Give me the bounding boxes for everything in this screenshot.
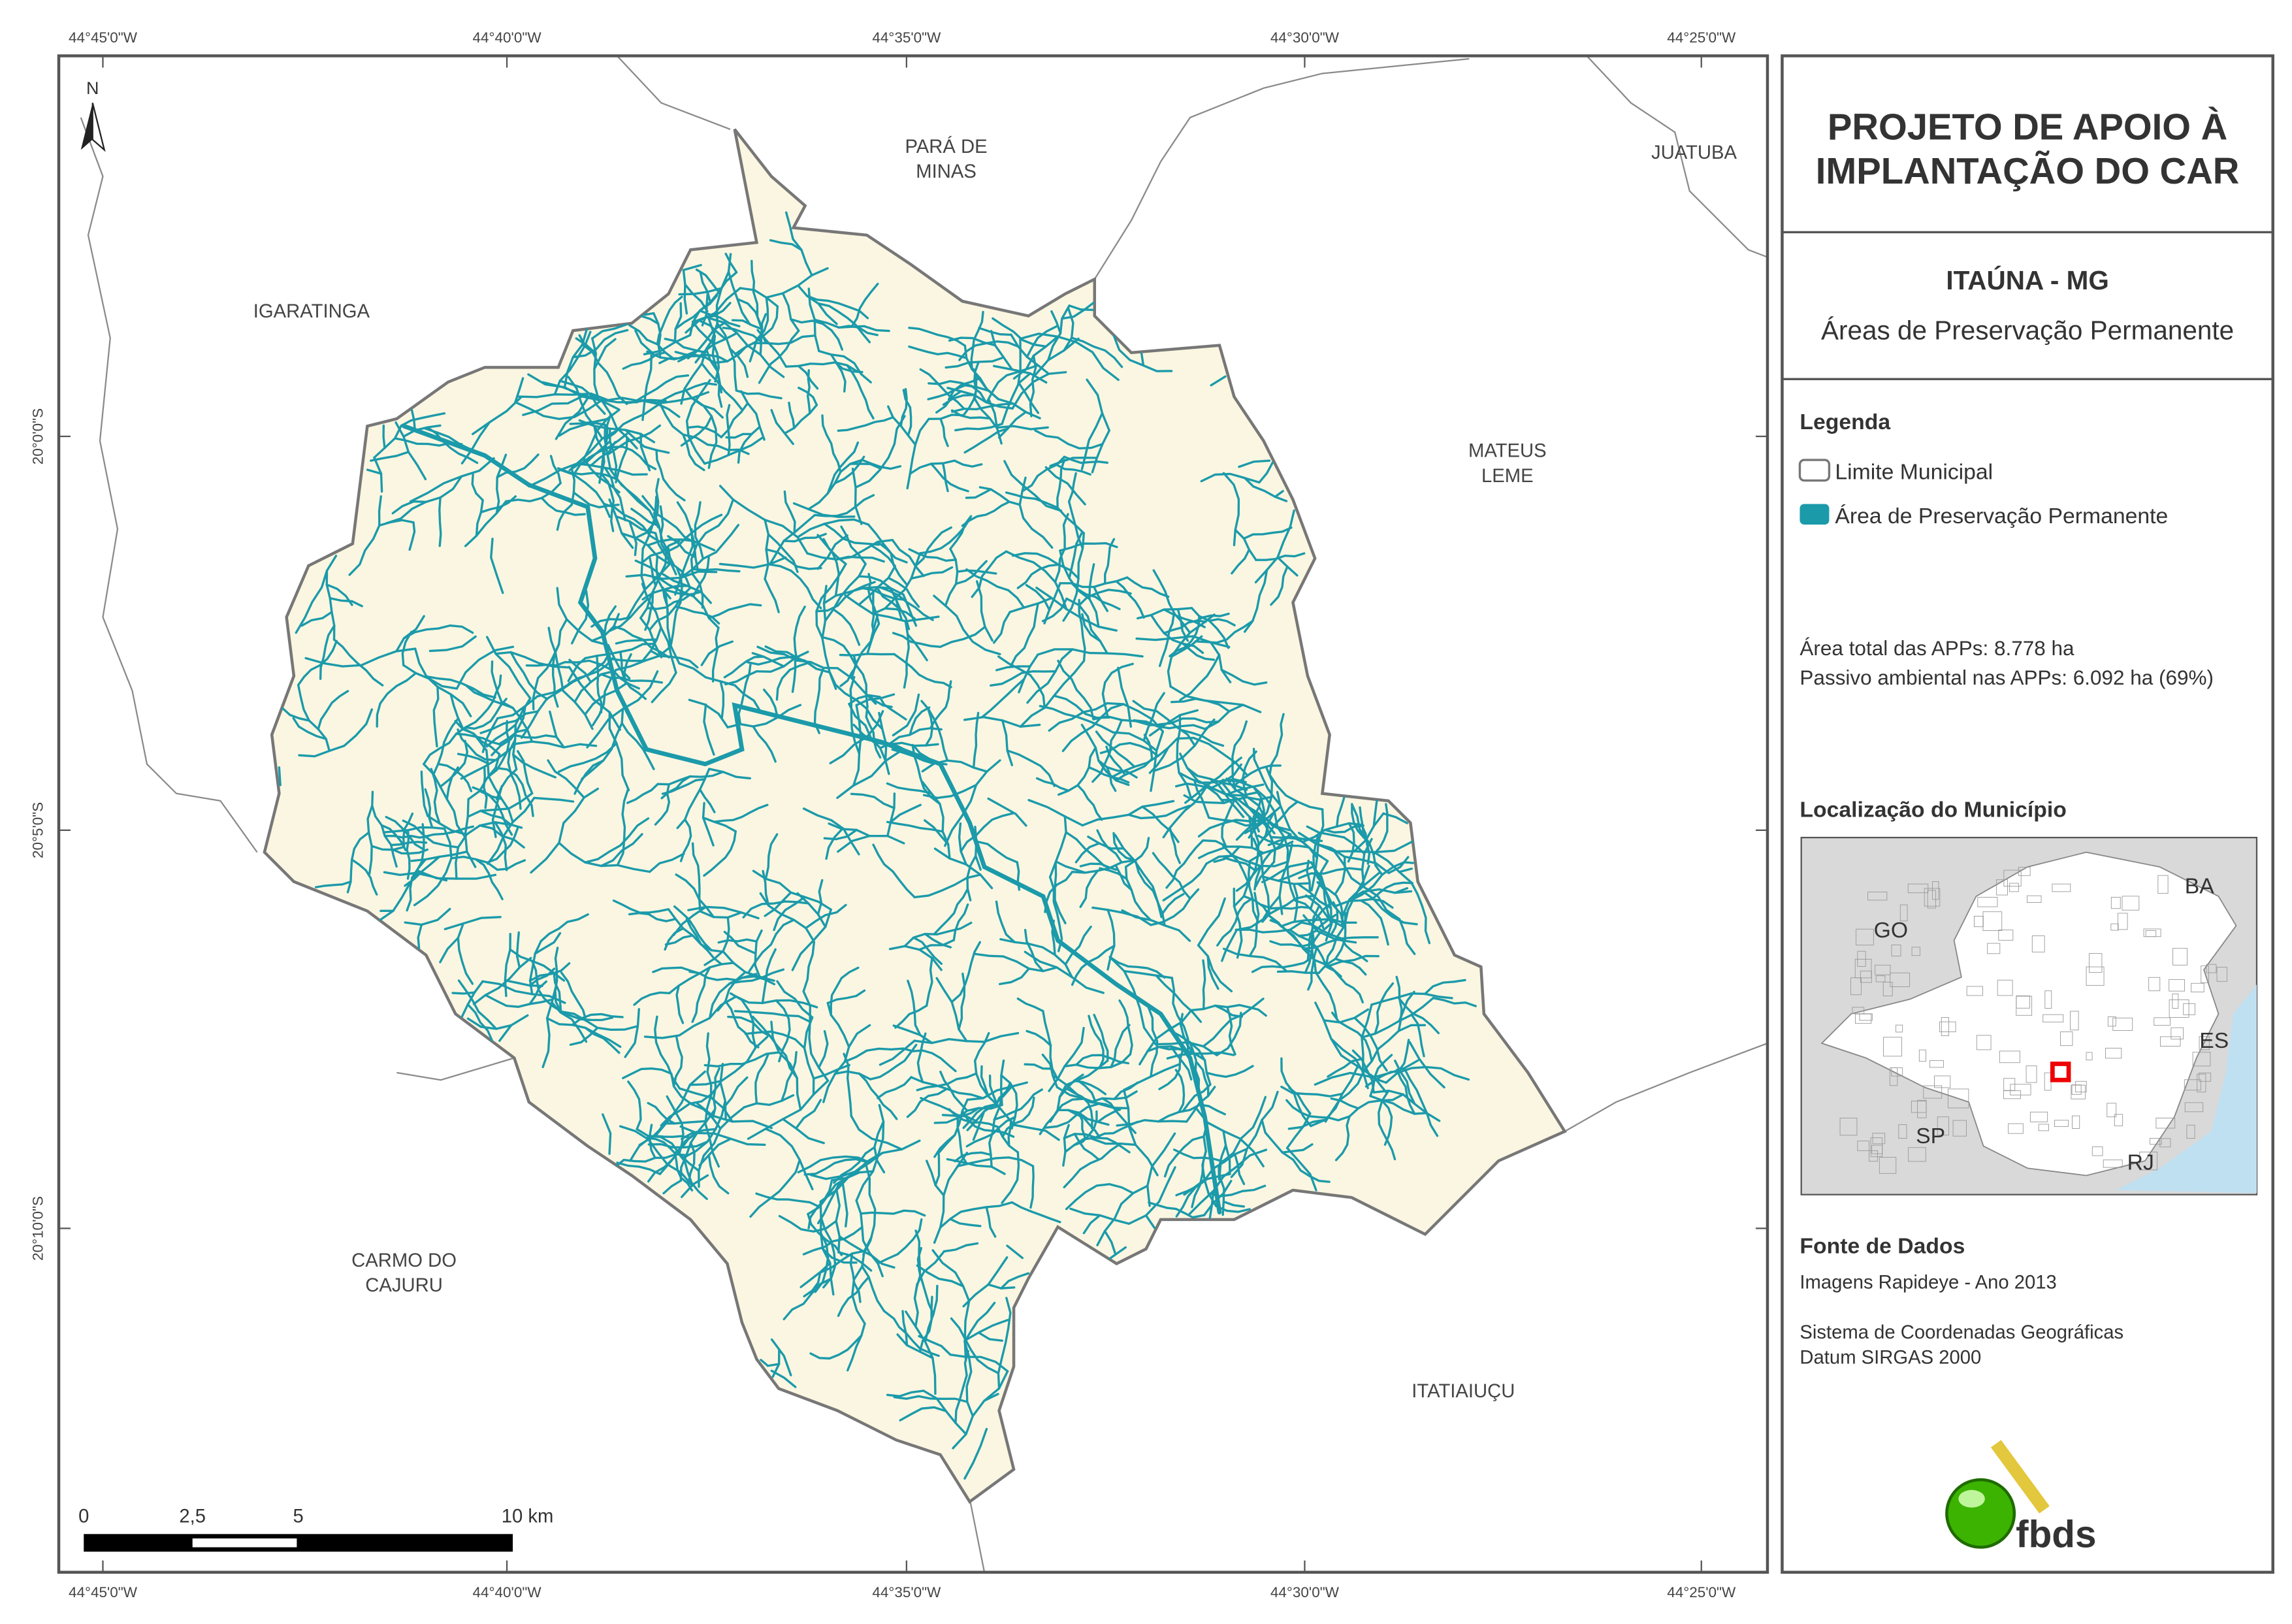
municipality: ITAÚNA - MG xyxy=(1946,265,2109,295)
source: Sistema de Coordenadas Geográficas xyxy=(1800,1322,2123,1343)
latitude-label: 20°10'0"S xyxy=(29,1196,46,1261)
longitude-label: 44°30'0"W xyxy=(1270,29,1340,46)
inset-label: GO xyxy=(1874,918,1908,943)
place-label: PARÁ DE xyxy=(905,136,987,157)
stat: Passivo ambiental nas APPs: 6.092 ha (69… xyxy=(1800,666,2214,689)
longitude-label: 44°45'0"W xyxy=(69,29,138,46)
longitude-label: 44°35'0"W xyxy=(872,1584,941,1600)
stat: Área total das APPs: 8.778 ha xyxy=(1800,636,2074,660)
scale-label: 2,5 xyxy=(179,1506,206,1527)
stream xyxy=(279,768,280,785)
place-label: MINAS xyxy=(916,161,977,182)
longitude-label: 44°45'0"W xyxy=(69,1584,138,1600)
place-label: CARMO DO xyxy=(351,1250,457,1271)
stream xyxy=(1404,862,1413,863)
theme: Áreas de Preservação Permanente xyxy=(1821,316,2234,346)
legend-label: Limite Municipal xyxy=(1835,459,1993,484)
longitude-label: 44°40'0"W xyxy=(473,1584,542,1600)
legend-label: Área de Preservação Permanente xyxy=(1835,504,2168,528)
logo-highlight xyxy=(1958,1490,1984,1508)
place-label: CAJURU xyxy=(365,1275,443,1296)
scale-label: 5 xyxy=(293,1506,304,1527)
scale-label: 10 km xyxy=(502,1506,554,1527)
inset-label: RJ xyxy=(2127,1150,2154,1175)
longitude-label: 44°35'0"W xyxy=(872,29,941,46)
longitude-label: 44°30'0"W xyxy=(1270,1584,1340,1600)
place-label: MATEUS xyxy=(1468,441,1547,462)
source: Imagens Rapideye - Ano 2013 xyxy=(1800,1273,2056,1293)
scale-segment xyxy=(193,1538,297,1547)
longitude-label: 44°25'0"W xyxy=(1667,29,1736,46)
sources-title: Fonte de Dados xyxy=(1800,1234,1965,1259)
stream xyxy=(872,591,873,634)
latitude-label: 20°5'0"S xyxy=(29,802,46,858)
title: IMPLANTAÇÃO DO CAR xyxy=(1816,150,2240,191)
place-label: ITATIAIUÇU xyxy=(1412,1381,1515,1402)
legend-swatch xyxy=(1800,460,1829,480)
scale-label: 0 xyxy=(78,1506,89,1527)
logo-text: fbds xyxy=(2016,1514,2096,1556)
legend-title: Legenda xyxy=(1800,410,1890,434)
inset-label: ES xyxy=(2199,1028,2229,1053)
title: PROJETO DE APOIO À xyxy=(1828,106,2227,148)
inset-label: SP xyxy=(1916,1124,1945,1148)
place-label: IGARATINGA xyxy=(253,301,370,322)
stream xyxy=(645,314,654,315)
stream xyxy=(453,992,475,994)
logo-circle xyxy=(1946,1480,2014,1547)
scale-segment xyxy=(84,1534,513,1551)
inset-label: BA xyxy=(2185,874,2214,899)
north-label: N xyxy=(86,78,99,98)
latitude-label: 20°0'0"S xyxy=(29,408,46,464)
place-label: JUATUBA xyxy=(1651,142,1737,163)
stream xyxy=(383,425,385,447)
source: Datum SIRGAS 2000 xyxy=(1800,1347,1981,1368)
stream xyxy=(418,937,419,948)
stream xyxy=(440,498,441,546)
longitude-label: 44°40'0"W xyxy=(473,29,542,46)
stream xyxy=(1203,960,1205,1009)
location-title: Localização do Município xyxy=(1800,798,2066,822)
side-panel: PROJETO DE APOIO À IMPLANTAÇÃO DO CAR IT… xyxy=(1782,56,2272,1572)
inset-map: BA GO ES SP RJ xyxy=(1801,837,2257,1195)
legend-swatch xyxy=(1800,504,1829,525)
place-label: LEME xyxy=(1481,466,1534,487)
longitude-label: 44°25'0"W xyxy=(1667,1584,1736,1600)
